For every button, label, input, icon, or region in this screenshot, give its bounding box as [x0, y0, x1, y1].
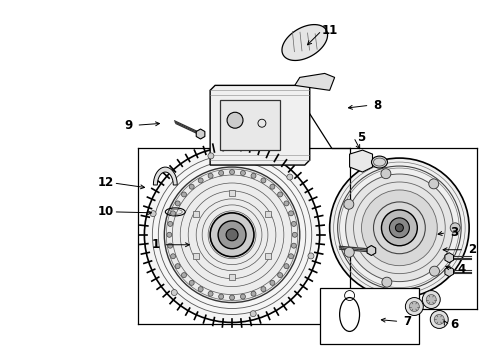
Circle shape: [218, 294, 223, 299]
Circle shape: [343, 199, 353, 209]
Text: 12: 12: [97, 176, 113, 189]
Circle shape: [170, 254, 175, 259]
Circle shape: [422, 291, 439, 309]
Circle shape: [388, 218, 408, 238]
Circle shape: [189, 184, 194, 189]
Circle shape: [261, 287, 265, 292]
Circle shape: [307, 253, 313, 259]
Circle shape: [344, 247, 353, 257]
Circle shape: [284, 264, 288, 269]
Circle shape: [208, 291, 213, 296]
Text: 11: 11: [321, 24, 337, 37]
Circle shape: [210, 213, 253, 257]
Circle shape: [381, 210, 416, 246]
Circle shape: [240, 171, 245, 175]
Circle shape: [284, 201, 288, 206]
Circle shape: [144, 147, 319, 323]
Circle shape: [428, 266, 439, 276]
Polygon shape: [349, 150, 372, 172]
Circle shape: [269, 184, 274, 189]
Bar: [265, 211, 271, 217]
Circle shape: [250, 291, 256, 296]
Bar: [192, 211, 199, 217]
Circle shape: [166, 232, 171, 237]
Circle shape: [277, 273, 282, 278]
Circle shape: [226, 112, 243, 128]
Text: 10: 10: [97, 205, 113, 219]
Circle shape: [170, 211, 175, 216]
Text: 7: 7: [403, 315, 410, 328]
Circle shape: [428, 179, 438, 189]
Circle shape: [429, 310, 447, 328]
Circle shape: [171, 289, 177, 296]
Text: 8: 8: [373, 99, 381, 112]
Text: 5: 5: [357, 131, 365, 144]
Circle shape: [229, 170, 234, 175]
Polygon shape: [196, 129, 204, 139]
Text: 1: 1: [151, 238, 159, 251]
Circle shape: [198, 178, 203, 183]
Polygon shape: [210, 85, 309, 165]
Text: 9: 9: [124, 119, 132, 132]
Circle shape: [288, 211, 293, 216]
Circle shape: [218, 221, 245, 249]
Circle shape: [345, 174, 452, 282]
Circle shape: [269, 280, 274, 285]
Circle shape: [329, 158, 468, 298]
Circle shape: [225, 229, 238, 241]
Circle shape: [291, 243, 296, 248]
Circle shape: [229, 295, 234, 300]
Circle shape: [250, 173, 256, 178]
Polygon shape: [444, 253, 452, 263]
Circle shape: [426, 294, 435, 305]
Text: 6: 6: [449, 318, 457, 331]
Circle shape: [150, 211, 156, 217]
Polygon shape: [282, 24, 327, 60]
Circle shape: [189, 280, 194, 285]
Circle shape: [405, 298, 423, 315]
Circle shape: [408, 302, 419, 311]
Circle shape: [167, 243, 172, 248]
Bar: [228, 274, 235, 280]
Circle shape: [181, 273, 186, 278]
Circle shape: [164, 167, 299, 302]
Circle shape: [395, 224, 403, 232]
Text: 4: 4: [456, 263, 465, 276]
Bar: [265, 253, 271, 259]
Circle shape: [240, 294, 245, 299]
Bar: [220, 100, 279, 150]
Ellipse shape: [371, 156, 386, 168]
Circle shape: [207, 153, 213, 159]
Circle shape: [175, 264, 180, 269]
Circle shape: [433, 315, 443, 324]
Circle shape: [291, 221, 296, 226]
Circle shape: [198, 287, 203, 292]
Bar: [192, 253, 199, 259]
Text: 3: 3: [449, 226, 457, 239]
Bar: [228, 190, 235, 196]
Circle shape: [250, 311, 256, 317]
Circle shape: [380, 169, 390, 179]
Circle shape: [381, 277, 391, 287]
Circle shape: [167, 221, 172, 226]
Polygon shape: [294, 73, 334, 90]
Circle shape: [288, 254, 293, 259]
Circle shape: [175, 201, 180, 206]
Circle shape: [218, 171, 223, 175]
Circle shape: [208, 173, 213, 178]
Circle shape: [292, 232, 297, 237]
Polygon shape: [444, 267, 452, 276]
Circle shape: [361, 190, 436, 266]
Circle shape: [181, 192, 186, 197]
Bar: [319, 288, 419, 345]
Polygon shape: [366, 246, 375, 256]
Circle shape: [449, 223, 459, 233]
Text: 2: 2: [467, 243, 475, 256]
Circle shape: [277, 192, 282, 197]
Circle shape: [261, 178, 265, 183]
Polygon shape: [153, 167, 177, 185]
Circle shape: [286, 174, 292, 180]
